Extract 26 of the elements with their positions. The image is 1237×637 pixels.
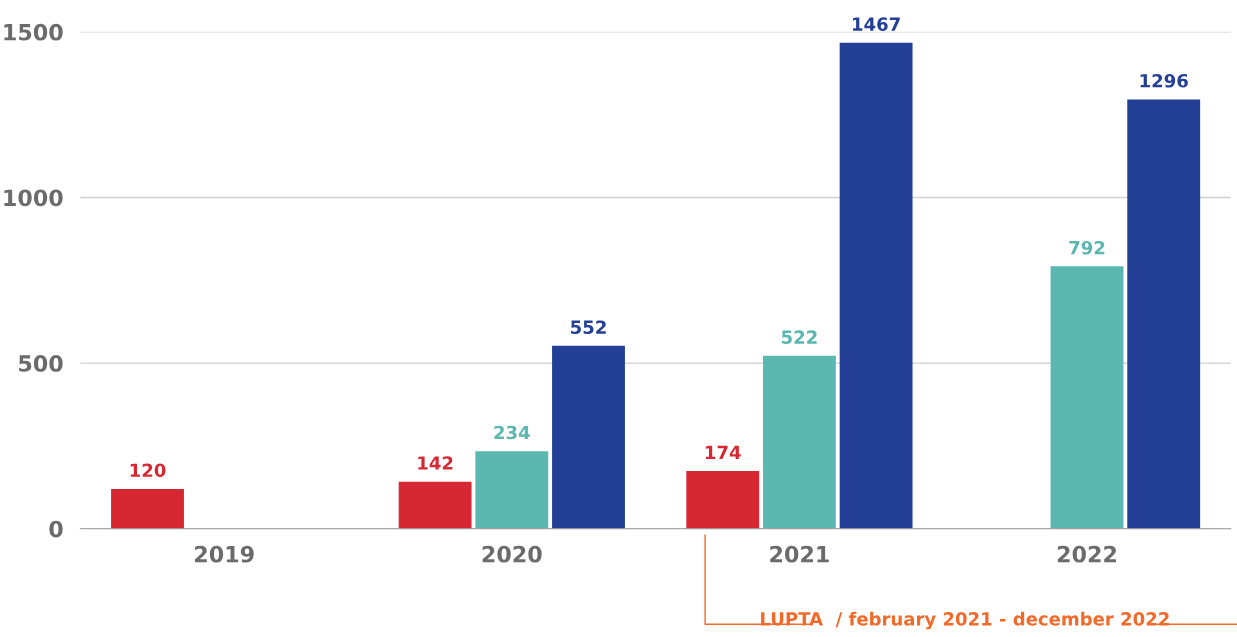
data-label: 120 [130, 463, 166, 478]
y-tick-label: 0 [49, 520, 63, 538]
x-tick-label: 2022 [1057, 545, 1117, 563]
bar [552, 345, 625, 529]
y-tick-label: 1500 [4, 23, 63, 41]
bar [686, 471, 760, 529]
bar [111, 488, 184, 529]
bar [398, 481, 472, 529]
data-label: 1467 [853, 17, 900, 31]
x-tick-label: 2020 [482, 545, 542, 563]
data-label: 792 [1069, 240, 1105, 255]
x-tick-label: 2019 [195, 545, 254, 563]
bar [1127, 99, 1201, 529]
data-label: 174 [705, 445, 741, 459]
x-tick-label: 2021 [770, 545, 829, 563]
data-label: 552 [571, 320, 606, 335]
data-label: 1296 [1140, 73, 1188, 88]
data-label: 234 [494, 425, 530, 440]
data-label: 142 [418, 456, 453, 470]
bar [762, 355, 836, 529]
bar [839, 42, 913, 529]
data-label: 522 [781, 330, 817, 344]
y-tick-label: 1000 [4, 189, 63, 207]
bar [475, 451, 549, 529]
bar [1050, 266, 1124, 529]
y-tick-label: 500 [19, 355, 63, 372]
